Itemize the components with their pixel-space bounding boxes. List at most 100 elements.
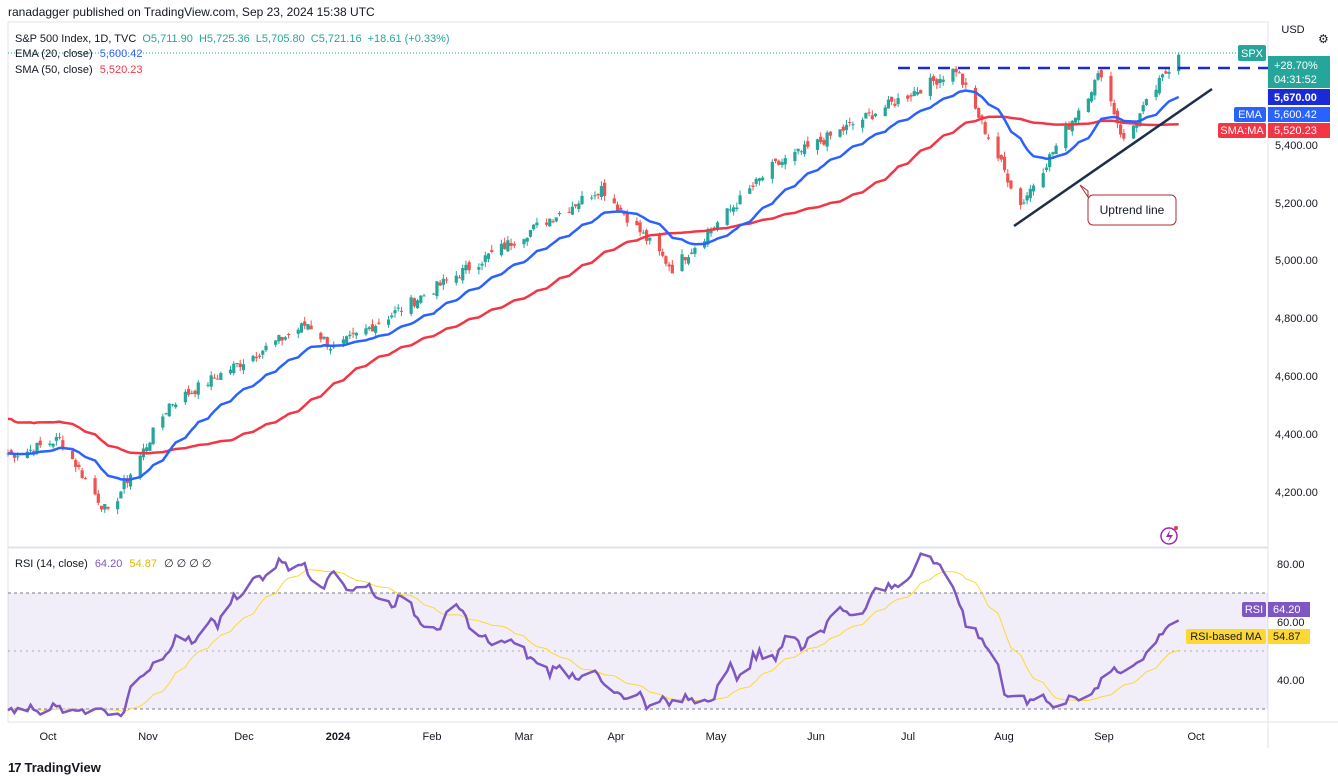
candle-body xyxy=(1096,73,1100,80)
candle-body xyxy=(577,203,581,210)
candle-body xyxy=(528,230,533,237)
candle-body xyxy=(503,242,507,250)
time-label: Apr xyxy=(607,731,624,743)
candle-body xyxy=(512,243,516,246)
symbol-name[interactable]: S&P 500 Index, 1D, TVC xyxy=(15,33,137,45)
candle-body xyxy=(567,211,571,213)
candle-body xyxy=(580,195,584,205)
candle-body xyxy=(99,505,104,510)
candle-body xyxy=(328,348,333,351)
candle-body xyxy=(1122,133,1126,139)
ema-legend[interactable]: EMA (20, close) 5,600.42 xyxy=(15,48,143,60)
rsi-extra-values: ∅ ∅ ∅ ∅ xyxy=(164,558,212,570)
candle-body xyxy=(941,79,945,82)
price-legend: S&P 500 Index, 1D, TVC O5,711.90 H5,725.… xyxy=(15,33,453,45)
sma-legend[interactable]: SMA (50, close) 5,520.23 xyxy=(15,64,143,76)
candle-body xyxy=(435,281,439,297)
candle-body xyxy=(822,140,826,145)
candle-body xyxy=(802,144,807,155)
candle-body xyxy=(1164,71,1168,74)
candle-body xyxy=(499,243,504,256)
candle-body xyxy=(464,264,468,271)
candle-body xyxy=(954,68,958,73)
candle-body xyxy=(183,391,187,403)
candle-body xyxy=(599,186,603,197)
candle-body xyxy=(867,112,871,114)
candle-body xyxy=(777,160,781,165)
uptrend-label: Uptrend line xyxy=(1100,203,1165,217)
time-label: Aug xyxy=(994,731,1014,743)
candle-body xyxy=(1141,105,1145,112)
candle-body xyxy=(544,222,549,225)
candle-body xyxy=(274,340,278,345)
candle-body xyxy=(1002,156,1007,171)
candle-body xyxy=(890,96,894,102)
candle-body xyxy=(190,392,194,394)
candle-body xyxy=(1109,75,1113,102)
candle-body xyxy=(783,158,787,165)
candle-body xyxy=(277,335,281,342)
candle-body xyxy=(322,336,326,339)
candle-body xyxy=(235,363,239,365)
svg-text:RSI-based MA: RSI-based MA xyxy=(1190,631,1262,643)
candle-body xyxy=(483,255,487,263)
candle-body xyxy=(1009,180,1013,189)
candle-body xyxy=(738,195,742,205)
candle-body xyxy=(303,321,307,326)
candle-body xyxy=(1086,98,1090,112)
candle-body xyxy=(799,151,803,153)
candle-body xyxy=(74,460,78,468)
candle-body xyxy=(909,95,913,97)
footer-brand: 17 TradingView xyxy=(8,760,101,775)
sma-tag: SMA:MA 5,520.23 xyxy=(1218,123,1330,138)
rsi-legend-label: RSI (14, close) xyxy=(15,558,88,570)
candle-body xyxy=(1090,92,1094,102)
candle-body xyxy=(793,151,797,162)
svg-text:RSI: RSI xyxy=(1245,604,1263,616)
rsi-legend[interactable]: RSI (14, close) 64.20 54.87 ∅ ∅ ∅ ∅ xyxy=(15,557,212,570)
candle-body xyxy=(693,247,697,254)
candle-body xyxy=(367,327,371,330)
candle-body xyxy=(1067,124,1071,130)
tradingview-logo-icon: 17 xyxy=(8,760,22,775)
time-label: 2024 xyxy=(326,731,351,743)
candle-body xyxy=(815,139,820,150)
candle-body xyxy=(354,332,358,336)
currency-label[interactable]: USD xyxy=(1281,24,1305,36)
svg-text:5,600.42: 5,600.42 xyxy=(1274,109,1317,121)
candle-body xyxy=(167,403,171,417)
candle-body xyxy=(28,449,33,451)
price-tick: 4,600.00 xyxy=(1275,371,1318,383)
candle-body xyxy=(973,87,978,109)
candle-body xyxy=(928,77,932,96)
publisher-line: ranadagger published on TradingView.com,… xyxy=(8,5,375,19)
candle-body xyxy=(148,442,152,451)
candle-body xyxy=(432,293,436,295)
rsi-tag: RSI 64.20 xyxy=(1242,602,1310,617)
price-tick: 5,000.00 xyxy=(1275,255,1318,267)
candle-body xyxy=(490,250,494,252)
candle-body xyxy=(715,222,720,229)
candle-body xyxy=(454,275,458,283)
candle-body xyxy=(393,310,397,314)
candle-body xyxy=(1031,185,1036,192)
settings-icon[interactable]: ⚙ xyxy=(1318,32,1329,46)
candle-body xyxy=(286,334,291,336)
candle-body xyxy=(96,493,100,503)
candle-body xyxy=(1028,188,1032,199)
candle-body xyxy=(196,382,200,395)
rsi-ma-legend-value: 54.87 xyxy=(129,558,157,570)
candle-body xyxy=(996,136,1000,159)
candle-body xyxy=(848,121,852,123)
candle-body xyxy=(1144,99,1149,105)
time-label: Jun xyxy=(807,731,825,743)
candle-body xyxy=(409,297,413,314)
candle-body xyxy=(551,221,555,223)
candle-body xyxy=(706,231,710,245)
candle-body xyxy=(280,336,284,341)
time-label: Oct xyxy=(1187,731,1204,743)
candle-body xyxy=(748,188,752,194)
alert-icon[interactable] xyxy=(1160,526,1178,545)
candle-body xyxy=(161,416,165,428)
candle-body xyxy=(164,413,168,415)
